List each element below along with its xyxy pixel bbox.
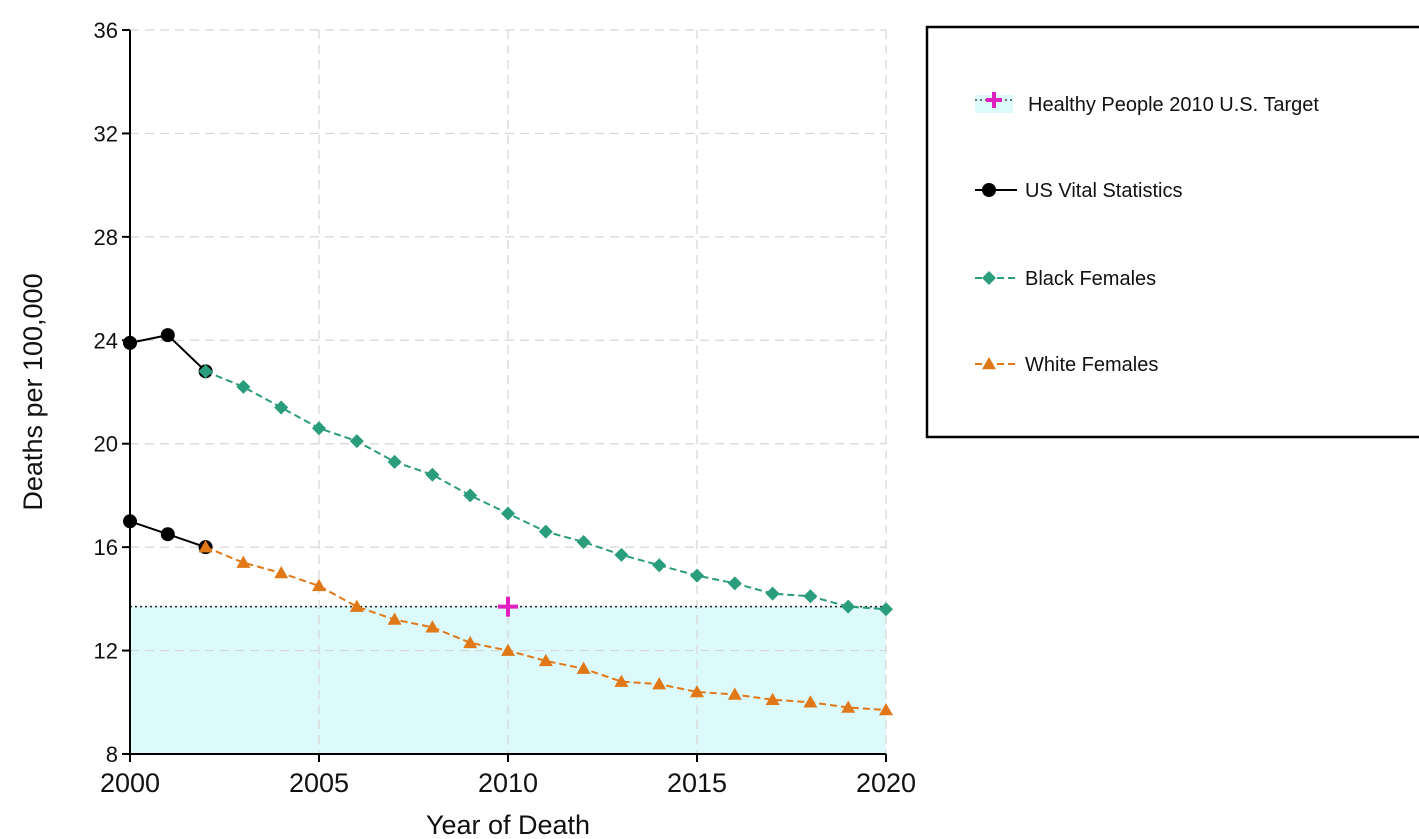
x-tick-label-2005: 2005	[289, 768, 349, 798]
data-point-2-0-2014	[652, 677, 667, 690]
data-point-1-0-2019	[841, 599, 856, 614]
y-tick-label-28: 28	[94, 225, 118, 250]
x-tick-label-2020: 2020	[856, 768, 916, 798]
data-point-2-0-2017	[765, 692, 780, 705]
y-tick-label-36: 36	[94, 18, 118, 43]
legend-item-3: White Females	[975, 354, 1158, 376]
legend-label: White Females	[1025, 354, 1158, 376]
data-point-1-0-2018	[803, 589, 818, 604]
legend-label: US Vital Statistics	[1025, 180, 1182, 202]
data-point-2-0-2007	[387, 612, 402, 625]
data-point-2-0-2008	[425, 620, 440, 633]
y-tick-label-20: 20	[94, 432, 118, 457]
data-point-2-0-2003	[236, 555, 251, 568]
data-point-1-0-2002	[198, 364, 213, 379]
data-point-1-0-2020	[879, 602, 893, 617]
data-point-2-0-2009	[463, 635, 478, 649]
data-point-1-0-2007	[387, 454, 402, 469]
series-black-females	[198, 364, 893, 617]
data-point-2-0-2011	[538, 653, 553, 667]
data-point-1-0-2006	[349, 434, 364, 449]
y-tick-label-12: 12	[94, 639, 118, 664]
legend: Healthy People 2010 U.S. Target US Vital …	[925, 25, 1419, 439]
data-point-2-0-2019	[841, 700, 856, 713]
legend-marker	[982, 357, 996, 370]
data-point-1-0-2011	[538, 524, 553, 539]
y-tick-label-32: 32	[94, 121, 118, 146]
legend-box	[925, 25, 1419, 439]
x-axis-label: Year of Death	[426, 810, 590, 839]
y-tick-label-16: 16	[94, 535, 118, 560]
data-point-2-0-2013	[614, 674, 629, 687]
data-point-2-0-2015	[690, 684, 704, 698]
target-marker	[498, 596, 518, 617]
data-point-1-0-2003	[236, 379, 251, 394]
data-point-2-0-2002	[198, 540, 213, 553]
data-point-1-0-2015	[690, 568, 704, 583]
data-point-0-1-2001	[160, 527, 175, 542]
legend-item-2: Black Females	[975, 268, 1156, 290]
data-point-2-0-2005	[312, 578, 326, 592]
legend-label: Black Females	[1025, 268, 1156, 290]
data-point-2-0-2006	[349, 599, 364, 612]
legend-marker	[982, 183, 996, 197]
legend-item-1: US Vital Statistics	[975, 180, 1182, 202]
x-tick-label-2000: 2000	[100, 768, 160, 798]
data-point-2-0-2020	[879, 703, 893, 716]
data-point-2-0-2016	[727, 687, 742, 700]
data-point-1-0-2009	[463, 488, 478, 503]
data-point-2-0-2012	[576, 661, 591, 674]
legend-item-0: Healthy People 2010 U.S. Target	[975, 92, 1319, 116]
data-point-1-0-2016	[727, 576, 742, 591]
data-point-2-0-2004	[274, 566, 289, 579]
data-point-2-0-2018	[803, 695, 818, 708]
y-tick-label-24: 24	[94, 328, 118, 353]
x-tick-label-2010: 2010	[478, 768, 538, 798]
legend-label: Healthy People 2010 U.S. Target	[1028, 94, 1319, 116]
data-point-2-0-2010	[501, 643, 515, 656]
data-point-1-0-2010	[501, 506, 515, 521]
data-point-1-0-2012	[576, 534, 591, 549]
y-axis-label: Deaths per 100,000	[18, 273, 48, 510]
series-white-females	[198, 540, 893, 716]
data-point-1-0-2014	[652, 558, 667, 573]
y-tick-label-8: 8	[106, 742, 118, 767]
legend-target-marker	[986, 92, 1002, 108]
data-point-0-0-2001	[160, 328, 175, 343]
data-point-1-0-2017	[765, 586, 780, 601]
data-point-1-0-2008	[425, 467, 440, 482]
x-tick-label-2015: 2015	[667, 768, 727, 798]
legend-marker	[982, 271, 996, 285]
data-point-1-0-2004	[274, 400, 289, 415]
data-point-1-0-2013	[614, 547, 629, 562]
data-point-1-0-2005	[312, 421, 326, 436]
